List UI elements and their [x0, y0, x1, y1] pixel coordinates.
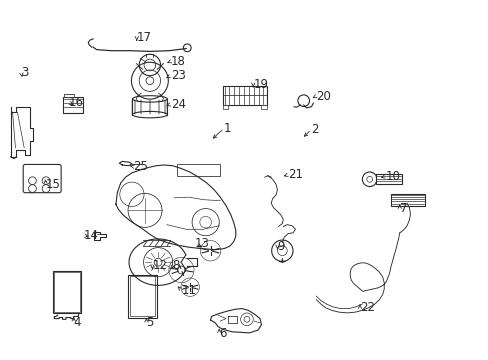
Bar [64, 94, 74, 97]
Text: 11: 11 [181, 284, 196, 297]
Bar [62, 97, 83, 113]
Text: 1: 1 [224, 122, 231, 135]
Text: 16: 16 [69, 96, 83, 109]
Text: 14: 14 [83, 229, 98, 242]
Text: 7: 7 [399, 202, 407, 215]
Text: 4: 4 [74, 316, 81, 329]
Bar [53, 271, 81, 313]
Bar [375, 174, 401, 184]
Text: 21: 21 [287, 168, 303, 181]
Text: 6: 6 [219, 327, 226, 340]
Text: 9: 9 [277, 240, 285, 253]
Text: 12: 12 [152, 259, 167, 272]
Text: 19: 19 [253, 78, 268, 91]
Text: 10: 10 [385, 170, 399, 183]
Bar [261, 105, 267, 109]
Bar [128, 275, 157, 318]
Bar [390, 194, 424, 206]
Text: 20: 20 [316, 90, 330, 103]
Bar [222, 105, 228, 109]
Bar [222, 86, 267, 105]
FancyBboxPatch shape [23, 165, 61, 193]
Text: 13: 13 [195, 237, 209, 250]
Text: 24: 24 [170, 98, 185, 111]
Text: 23: 23 [170, 69, 185, 82]
Text: 3: 3 [21, 66, 29, 79]
Bar [130, 276, 155, 316]
Text: 15: 15 [45, 178, 61, 191]
Text: 17: 17 [137, 31, 151, 44]
Text: 22: 22 [359, 301, 374, 314]
Bar [54, 272, 80, 312]
Bar [176, 164, 220, 176]
Text: 18: 18 [170, 55, 185, 68]
Text: 2: 2 [311, 123, 318, 136]
Text: 8: 8 [172, 258, 180, 271]
Text: 5: 5 [146, 316, 154, 329]
Text: 25: 25 [133, 160, 147, 173]
